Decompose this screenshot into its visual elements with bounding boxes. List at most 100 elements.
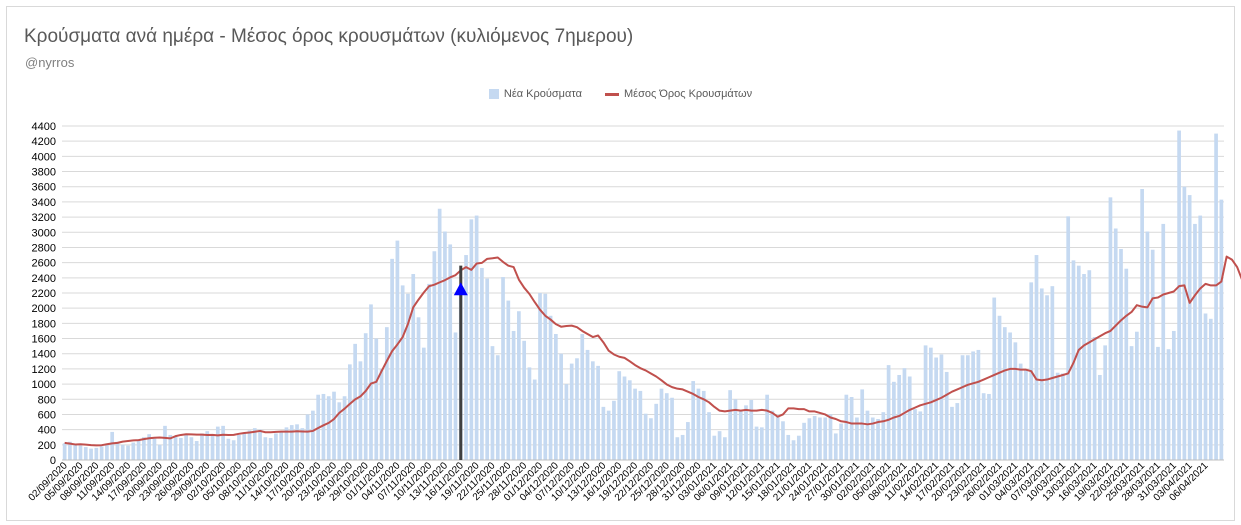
bar	[173, 436, 178, 460]
y-tick-label: 2200	[32, 288, 56, 300]
bar	[643, 413, 648, 460]
bar	[252, 428, 257, 460]
bar	[342, 396, 347, 460]
bar	[105, 444, 109, 460]
bar	[485, 278, 490, 460]
bar	[633, 388, 637, 460]
bar	[976, 349, 981, 460]
bar	[992, 297, 997, 460]
bar	[152, 438, 157, 460]
bar	[796, 435, 801, 460]
bar	[215, 426, 220, 460]
bar	[823, 417, 828, 460]
bar	[786, 434, 791, 460]
y-tick-label: 2000	[32, 303, 56, 315]
bar	[802, 422, 806, 460]
bar	[575, 358, 579, 460]
bar	[596, 365, 600, 460]
bar	[818, 417, 822, 460]
bar	[1161, 223, 1166, 460]
bar	[427, 283, 431, 460]
bar	[231, 440, 236, 460]
bar	[865, 410, 870, 460]
bar	[1082, 274, 1086, 460]
bar	[1039, 288, 1044, 460]
bar	[944, 371, 949, 460]
bar	[384, 327, 389, 460]
bar	[844, 394, 849, 460]
y-tick-label: 4400	[32, 121, 56, 133]
bar	[564, 384, 569, 460]
bar	[997, 315, 1002, 460]
bar	[411, 274, 416, 460]
bar	[1145, 231, 1150, 460]
legend-item-new-cases[interactable]: Νέα Κρούσματα	[488, 88, 582, 100]
bar	[131, 442, 136, 460]
bar	[1055, 372, 1060, 460]
bar	[295, 424, 299, 460]
y-tick-label: 600	[38, 409, 56, 421]
bar	[680, 434, 685, 460]
y-tick-label: 1400	[32, 349, 56, 361]
bar	[379, 368, 384, 460]
bar	[707, 412, 711, 460]
y-tick-label: 3000	[32, 227, 56, 239]
bar	[569, 363, 574, 460]
bar	[1066, 216, 1071, 460]
cursor-marker	[453, 282, 468, 296]
y-tick-label: 1000	[32, 379, 56, 391]
bar	[728, 390, 732, 460]
y-tick-label: 4000	[32, 151, 56, 163]
y-tick-label: 400	[38, 425, 56, 437]
bar	[247, 430, 252, 460]
bar	[1002, 327, 1007, 460]
bar	[1103, 345, 1108, 460]
y-tick-label: 4200	[32, 136, 56, 148]
bar	[955, 403, 960, 460]
bar	[548, 315, 553, 460]
y-tick-label: 3600	[32, 182, 56, 194]
bar	[950, 406, 954, 460]
bar	[781, 421, 785, 460]
y-tick-label: 1800	[32, 318, 56, 330]
bar	[638, 390, 643, 460]
legend[interactable]: Νέα Κρούσματα Μέσος Όρος Κρουσμάτων	[0, 88, 1241, 100]
bar	[326, 396, 331, 460]
y-tick-label: 3800	[32, 167, 56, 179]
bar	[464, 255, 468, 460]
bar	[1034, 255, 1039, 460]
bar	[554, 333, 558, 460]
bar	[226, 438, 231, 460]
bar	[321, 393, 326, 460]
bar	[453, 332, 458, 460]
bar	[448, 244, 453, 460]
bar	[501, 277, 505, 460]
bar	[1214, 133, 1218, 460]
bar	[897, 374, 902, 460]
bar	[358, 361, 363, 460]
bar	[395, 240, 400, 460]
y-tick-label: 2600	[32, 258, 56, 270]
bar	[205, 431, 210, 460]
bar	[390, 258, 394, 460]
bar	[923, 345, 928, 460]
y-tick-label: 2400	[32, 273, 56, 285]
bar	[168, 434, 173, 460]
bar	[601, 406, 606, 460]
bar	[300, 428, 305, 460]
bar	[136, 440, 141, 460]
bar	[1024, 369, 1028, 460]
bar	[696, 388, 701, 460]
legend-item-average[interactable]: Μέσος Όρος Κρουσμάτων	[605, 88, 752, 100]
bar	[765, 394, 769, 460]
bar	[178, 437, 183, 460]
bar	[99, 446, 104, 460]
bar	[147, 434, 151, 460]
bar	[585, 349, 590, 460]
bar	[606, 410, 611, 460]
bar	[1150, 249, 1155, 460]
bar	[849, 396, 854, 460]
bar	[115, 441, 120, 460]
bar	[94, 447, 99, 460]
